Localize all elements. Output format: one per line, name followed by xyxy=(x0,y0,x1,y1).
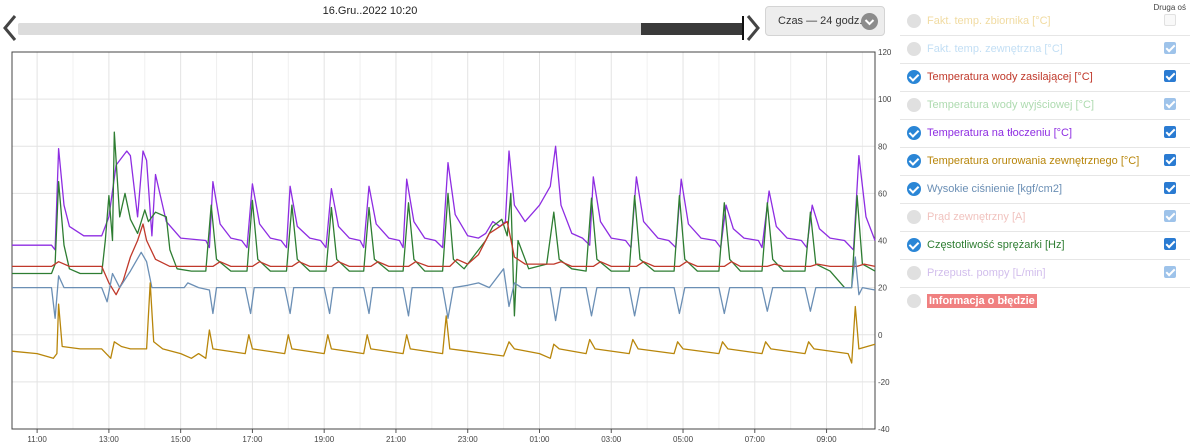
unchecked-circle-icon[interactable] xyxy=(907,266,921,280)
legend-item-label: Temperatura wody zasilającej [°C] xyxy=(927,71,1093,83)
second-axis-checkbox[interactable] xyxy=(1164,98,1176,110)
checked-circle-icon[interactable] xyxy=(907,70,921,84)
y2-tick-label: 40 xyxy=(878,237,887,246)
second-axis-checkbox[interactable] xyxy=(1164,42,1176,54)
legend-item[interactable]: Temperatura wody zasilającej [°C] xyxy=(900,64,1190,92)
legend-item-label: Informacja o błędzie xyxy=(927,294,1037,308)
unchecked-circle-icon[interactable] xyxy=(907,14,921,28)
second-axis-header: Druga oś xyxy=(1153,3,1186,12)
series-line xyxy=(12,251,876,322)
second-axis-checkbox[interactable] xyxy=(1164,210,1176,222)
y2-tick-label: 100 xyxy=(878,95,892,104)
legend-item-label: Temperatura na tłoczeniu [°C] xyxy=(927,127,1073,139)
y2-tick-label: 0 xyxy=(878,331,883,340)
x-tick-label: 09:00 xyxy=(817,435,838,443)
y2-tick-label: 20 xyxy=(878,284,887,293)
y2-tick-label: -20 xyxy=(878,378,890,387)
y2-tick-label: 80 xyxy=(878,142,887,151)
second-axis-checkbox[interactable] xyxy=(1164,70,1176,82)
legend-item[interactable]: Fakt. temp. zbiornika [°C] xyxy=(900,8,1190,36)
legend-item[interactable]: Wysokie ciśnienie [kgf/cm2] xyxy=(900,176,1190,204)
second-axis-checkbox[interactable] xyxy=(1164,154,1176,166)
time-slider[interactable] xyxy=(18,23,744,35)
second-axis-checkbox[interactable] xyxy=(1164,238,1176,250)
legend-item-label: Przepust. pompy [L/min] xyxy=(927,267,1046,279)
legend-panel: Druga oś Fakt. temp. zbiornika [°C] Fakt.… xyxy=(900,0,1200,443)
time-range-label: Czas — 24 godz. xyxy=(778,15,863,27)
y2-tick-label: -40 xyxy=(878,425,890,434)
legend-item[interactable]: Temperatura wody wyjściowej [°C] xyxy=(900,92,1190,120)
legend-item-label: Wysokie ciśnienie [kgf/cm2] xyxy=(927,183,1063,195)
unchecked-circle-icon[interactable] xyxy=(907,210,921,224)
legend-item-label: Fakt. temp. zewnętrzna [°C] xyxy=(927,43,1063,55)
second-axis-checkbox[interactable] xyxy=(1164,126,1176,138)
x-tick-label: 05:00 xyxy=(673,435,694,443)
legend-item[interactable]: Częstotliwość sprężarki [Hz] xyxy=(900,232,1190,260)
legend-item-label: Fakt. temp. zbiornika [°C] xyxy=(927,15,1051,27)
chevron-down-icon xyxy=(861,13,878,30)
legend-item-label: Prąd zewnętrzny [A] xyxy=(927,211,1026,223)
second-axis-checkbox[interactable] xyxy=(1164,182,1176,194)
x-tick-label: 11:00 xyxy=(27,435,47,443)
legend-item-label: Temperatura orurowania zewnętrznego [°C] xyxy=(927,155,1140,167)
x-tick-label: 01:00 xyxy=(529,435,550,443)
time-navigator: 16.Gru..2022 10:20 xyxy=(0,0,765,48)
second-axis-checkbox[interactable] xyxy=(1164,14,1176,26)
checked-circle-icon[interactable] xyxy=(907,154,921,168)
x-tick-label: 23:00 xyxy=(458,435,479,443)
x-tick-label: 13:00 xyxy=(99,435,120,443)
time-slider-window[interactable] xyxy=(641,23,744,35)
y2-tick-label: 120 xyxy=(878,48,892,57)
legend-item[interactable]: Temperatura orurowania zewnętrznego [°C] xyxy=(900,148,1190,176)
series-line xyxy=(12,131,876,317)
unchecked-circle-icon[interactable] xyxy=(907,42,921,56)
x-tick-label: 15:00 xyxy=(171,435,192,443)
x-tick-label: 21:00 xyxy=(386,435,407,443)
x-tick-label: 03:00 xyxy=(601,435,622,443)
legend-item[interactable]: Fakt. temp. zewnętrzna [°C] xyxy=(900,36,1190,64)
legend-item[interactable]: Informacja o błędzie xyxy=(900,288,1190,315)
checked-circle-icon[interactable] xyxy=(907,238,921,252)
series-line xyxy=(12,145,876,251)
unchecked-circle-icon[interactable] xyxy=(907,98,921,112)
checked-circle-icon[interactable] xyxy=(907,182,921,196)
x-tick-label: 19:00 xyxy=(314,435,335,443)
legend-item[interactable]: Temperatura na tłoczeniu [°C] xyxy=(900,120,1190,148)
chevron-right-icon[interactable] xyxy=(745,14,761,42)
y2-tick-label: 60 xyxy=(878,189,887,198)
legend-item-label: Częstotliwość sprężarki [Hz] xyxy=(927,239,1065,251)
time-slider-handle[interactable] xyxy=(742,16,744,40)
legend-item[interactable]: Przepust. pompy [L/min] xyxy=(900,260,1190,288)
checked-circle-icon[interactable] xyxy=(907,126,921,140)
time-range-select[interactable]: Czas — 24 godz. xyxy=(765,6,885,36)
unchecked-circle-icon[interactable] xyxy=(907,294,921,308)
x-tick-label: 07:00 xyxy=(745,435,766,443)
chart-area: 11:00 13:00 15:00 17:00 19:00 21:00 23:00 01:00… xyxy=(0,44,895,443)
legend-item-label: Temperatura wody wyjściowej [°C] xyxy=(927,99,1095,111)
series-line xyxy=(11,282,876,364)
series-line xyxy=(12,220,876,296)
line-chart: 11:00 13:00 15:00 17:00 19:00 21:00 23:00 01:00… xyxy=(11,48,892,443)
chevron-left-icon[interactable] xyxy=(2,14,18,42)
current-time-label: 16.Gru..2022 10:20 xyxy=(322,5,418,17)
x-tick-label: 17:00 xyxy=(242,435,263,443)
legend-item[interactable]: Prąd zewnętrzny [A] xyxy=(900,204,1190,232)
second-axis-checkbox[interactable] xyxy=(1164,266,1176,278)
